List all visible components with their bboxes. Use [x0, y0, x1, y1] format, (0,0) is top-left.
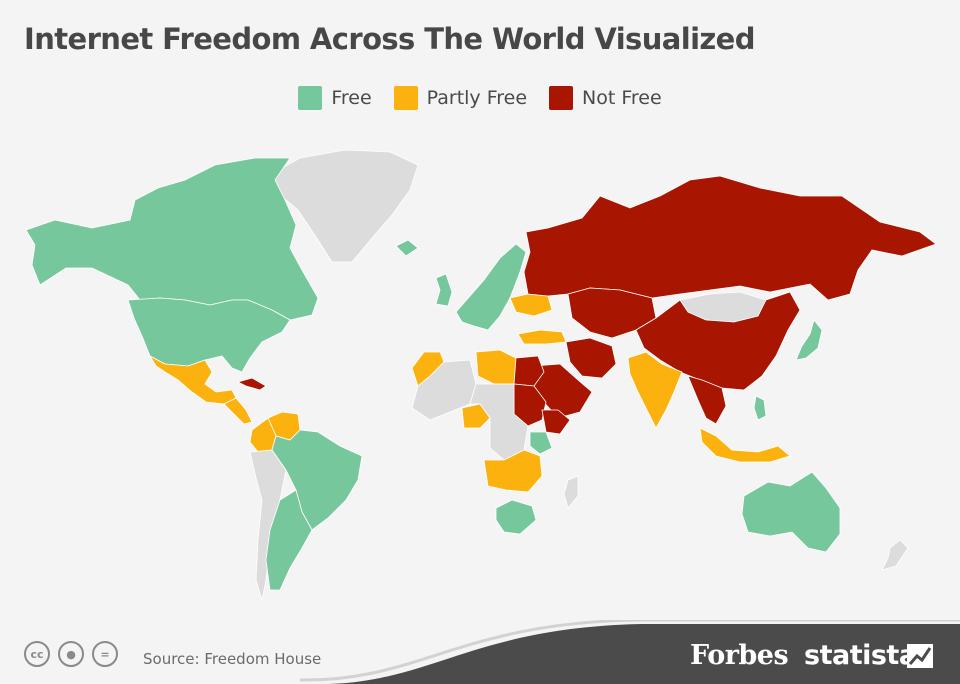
legend-swatch-not-free: [549, 86, 574, 110]
footer-band-shape: [320, 624, 960, 684]
region-madagascar: [563, 475, 579, 509]
legend-label-not-free: Not Free: [582, 87, 662, 109]
source-label: Source: Freedom House: [143, 650, 322, 668]
legend-item-not-free: Not Free: [549, 86, 662, 110]
region-western-europe: [455, 243, 527, 331]
region-uk: [435, 273, 453, 307]
region-usa: [127, 297, 291, 373]
region-australia: [741, 471, 841, 553]
region-argentina: [265, 489, 313, 591]
region-angola-zambia: [483, 449, 543, 493]
region-ethiopia: [541, 409, 571, 435]
region-iran: [565, 337, 617, 379]
region-greenland: [269, 149, 419, 263]
legend-label-partly-free: Partly Free: [426, 87, 528, 109]
region-nigeria: [461, 403, 491, 429]
region-japan: [795, 319, 823, 361]
region-new-zealand: [881, 539, 909, 571]
region-cuba: [236, 377, 267, 391]
legend-item-free: Free: [298, 86, 372, 110]
region-china: [635, 291, 801, 391]
region-kenya: [529, 431, 553, 455]
legend-item-partly-free: Partly Free: [393, 86, 528, 110]
legend: Free Partly Free Not Free: [0, 86, 960, 110]
legend-swatch-partly-free: [393, 86, 418, 110]
region-russia: [523, 175, 937, 301]
region-egypt: [513, 355, 545, 387]
region-mexico: [148, 354, 237, 405]
legend-swatch-free: [298, 86, 323, 110]
region-india: [627, 351, 683, 429]
region-indonesia: [699, 427, 791, 463]
no-derivatives-icon[interactable]: =: [92, 641, 118, 667]
region-southeast-asia: [687, 375, 727, 425]
license-icons: cc ● =: [24, 641, 118, 667]
attribution-icon[interactable]: ●: [58, 641, 84, 667]
region-brazil: [271, 429, 363, 531]
region-ukraine: [509, 293, 553, 317]
region-turkey: [517, 329, 567, 345]
forbes-logo[interactable]: Forbes: [690, 640, 789, 671]
statista-logo-icon[interactable]: [907, 644, 933, 668]
region-canada: [25, 157, 319, 321]
region-libya: [475, 349, 517, 385]
region-iceland: [395, 239, 419, 257]
region-south-africa: [495, 499, 537, 535]
world-map: [25, 149, 937, 601]
footer-band: [299, 620, 960, 684]
footer-band-highlight: [299, 620, 960, 682]
region-philippines: [753, 395, 767, 421]
cc-icon[interactable]: cc: [24, 641, 50, 667]
statista-logo-text[interactable]: statista: [804, 640, 917, 671]
region-central-america: [223, 397, 253, 425]
chart-title: Internet Freedom Across The World Visual…: [24, 22, 756, 56]
legend-label-free: Free: [331, 87, 372, 109]
